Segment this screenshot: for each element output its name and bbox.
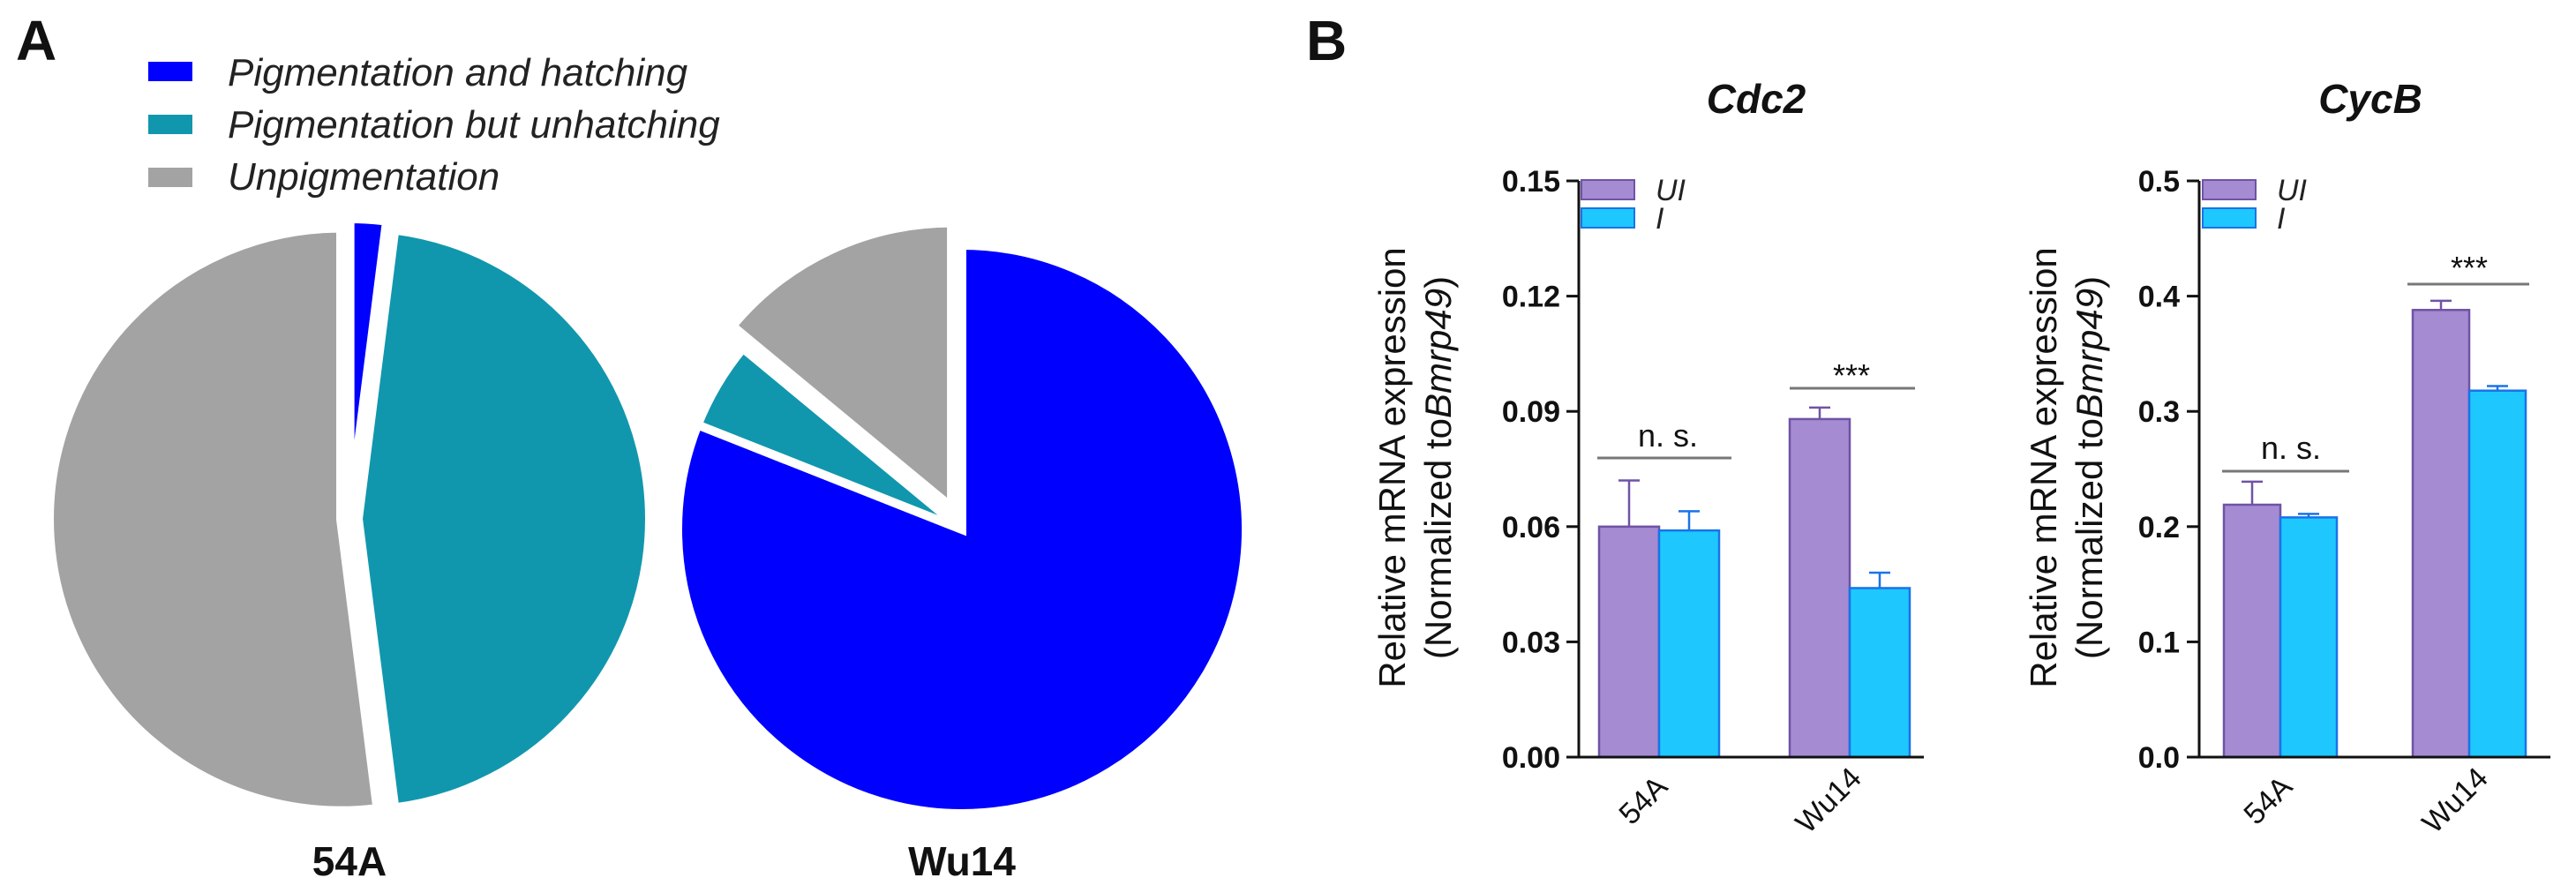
legend-swatch-i [2202, 207, 2257, 229]
y-tick-label: 0.5 [2138, 165, 2180, 199]
pie-label-wu14: Wu14 [908, 838, 1016, 884]
bar-ui [2222, 503, 2282, 759]
pie-legend: Pigmentation and hatching Pigmentation b… [148, 51, 720, 199]
y-tick-label: 0.15 [1502, 165, 1560, 199]
bars-cycb [2222, 299, 2527, 759]
y-axis-label-line2: (Normalized toBmrp49) [2069, 276, 2110, 659]
y-tick-label: 0.4 [2138, 281, 2180, 314]
bar-i [2279, 516, 2339, 759]
pie-label-54a: 54A [312, 838, 387, 884]
significance-label: *** [2451, 250, 2488, 286]
pie-slice-pigmented-hatching [345, 214, 392, 511]
y-tick-label: 0.03 [1502, 626, 1560, 659]
legend-label-i: I [1656, 202, 1664, 236]
panel-b-label: B [1306, 9, 1347, 72]
y-ticks-cycb: 0.0 0.1 0.2 0.3 0.4 0.5 [2138, 165, 2199, 775]
legend-label-i: I [2277, 202, 2286, 236]
y-axis-label-cycb: Relative mRNA expression (Normalized toB… [2023, 247, 2110, 688]
legend-label-ui: UI [1656, 174, 1686, 207]
y-ticks-cdc2: 0.00 0.03 0.06 0.09 0.12 0.15 [1502, 165, 1579, 775]
pie-slice-unpigmented [45, 223, 382, 815]
legend-label-ui: UI [2277, 174, 2308, 207]
bar-i [1848, 587, 1911, 759]
bar-chart-cdc2: Cdc2 Relative mRNA expression (Normalize… [1371, 76, 1924, 840]
x-category-label: 54A [1612, 769, 1674, 831]
significance-label: n. s. [2261, 430, 2321, 466]
y-tick-label: 0.06 [1502, 511, 1560, 544]
y-tick-label: 0.3 [2138, 395, 2180, 429]
bar-legend-cycb: UI I [2202, 174, 2308, 236]
panel-a-label: A [16, 9, 56, 72]
bar-i [1657, 529, 1721, 759]
bar-ui [2411, 309, 2471, 759]
x-category-label: 54A [2237, 769, 2299, 831]
bar-i [2467, 389, 2527, 759]
pie-chart-54a [45, 214, 654, 815]
y-tick-label: 0.00 [1502, 741, 1560, 775]
y-tick-label: 0.1 [2138, 626, 2180, 659]
chart-title-cycb: CycB [2318, 76, 2422, 122]
legend-label-unpigmented: Unpigmentation [228, 155, 499, 199]
y-axis-label-line1: Relative mRNA expression [1371, 247, 1413, 688]
pie-chart-wu14 [673, 218, 1250, 818]
y-axis-label-line2: (Normalized toBmrp49) [1417, 276, 1459, 659]
y-tick-label: 0.12 [1502, 281, 1560, 314]
bar-ui [1788, 417, 1851, 759]
y-tick-label: 0.2 [2138, 511, 2180, 544]
y-tick-label: 0.09 [1502, 395, 1560, 429]
y-axis-label-cdc2: Relative mRNA expression (Normalized toB… [1371, 247, 1459, 688]
legend-swatch-i [1581, 207, 1635, 229]
chart-title-cdc2: Cdc2 [1707, 76, 1806, 122]
legend-label-pigmented-unhatching: Pigmentation but unhatching [228, 103, 720, 146]
bar-legend-cdc2: UI I [1581, 174, 1686, 236]
significance-label: n. s. [1638, 417, 1698, 454]
x-category-label: Wu14 [1790, 762, 1868, 840]
legend-swatch-pigmented-unhatching [148, 115, 192, 134]
pie-slice-pigmented-unhatching [353, 225, 654, 813]
legend-swatch-ui [1581, 179, 1635, 200]
legend-label-pigmented-hatching: Pigmentation and hatching [228, 51, 688, 94]
bar-chart-cycb: CycB Relative mRNA expression (Normalize… [2023, 76, 2550, 840]
bar-ui [1597, 525, 1661, 759]
legend-swatch-ui [2202, 179, 2257, 200]
x-category-label: Wu14 [2416, 762, 2495, 840]
bars-cdc2 [1597, 406, 1911, 759]
pie-slice-pigmented-unhatching [692, 341, 965, 534]
legend-swatch-unpigmented [148, 168, 192, 187]
y-axis-label-line1: Relative mRNA expression [2023, 247, 2064, 688]
pie-slice-unpigmented [725, 218, 957, 517]
y-tick-label: 0.0 [2138, 741, 2180, 775]
legend-swatch-pigmented-hatching [148, 62, 192, 81]
